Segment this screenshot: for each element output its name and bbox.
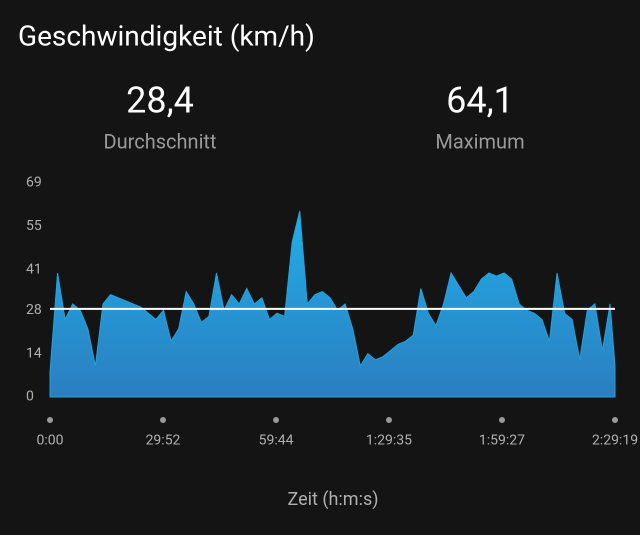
x-tick-dot bbox=[385, 417, 392, 423]
stat-caption: Maximum bbox=[435, 129, 524, 153]
y-tick-label: 14 bbox=[26, 345, 42, 361]
x-tick-dot bbox=[498, 417, 505, 423]
stat-value: 28,4 bbox=[126, 80, 194, 122]
y-tick-label: 0 bbox=[26, 389, 34, 405]
x-tick-label: 1:29:35 bbox=[366, 433, 412, 449]
y-tick-label: 28 bbox=[26, 302, 42, 318]
stat-caption: Durchschnitt bbox=[103, 129, 216, 153]
x-tick-label: 2:29:19 bbox=[592, 433, 638, 449]
chart-title: Geschwindigkeit (km/h) bbox=[18, 19, 315, 52]
x-axis-title: Zeit (h:m:s) bbox=[287, 489, 378, 510]
x-tick-label: 1:59:27 bbox=[479, 433, 525, 449]
x-tick-dot bbox=[47, 417, 53, 423]
y-tick-label: 69 bbox=[26, 175, 42, 191]
y-tick-label: 41 bbox=[26, 262, 42, 278]
y-tick-label: 55 bbox=[26, 218, 42, 234]
area bbox=[49, 210, 616, 398]
x-tick-label: 29:52 bbox=[146, 433, 181, 449]
x-tick-label: 59:44 bbox=[259, 433, 294, 449]
x-tick-dot bbox=[273, 417, 280, 423]
stat-value: 64,1 bbox=[446, 80, 514, 122]
x-tick-dot bbox=[160, 417, 167, 423]
x-tick-label: 0:00 bbox=[37, 433, 64, 449]
x-tick-dot bbox=[612, 417, 618, 423]
